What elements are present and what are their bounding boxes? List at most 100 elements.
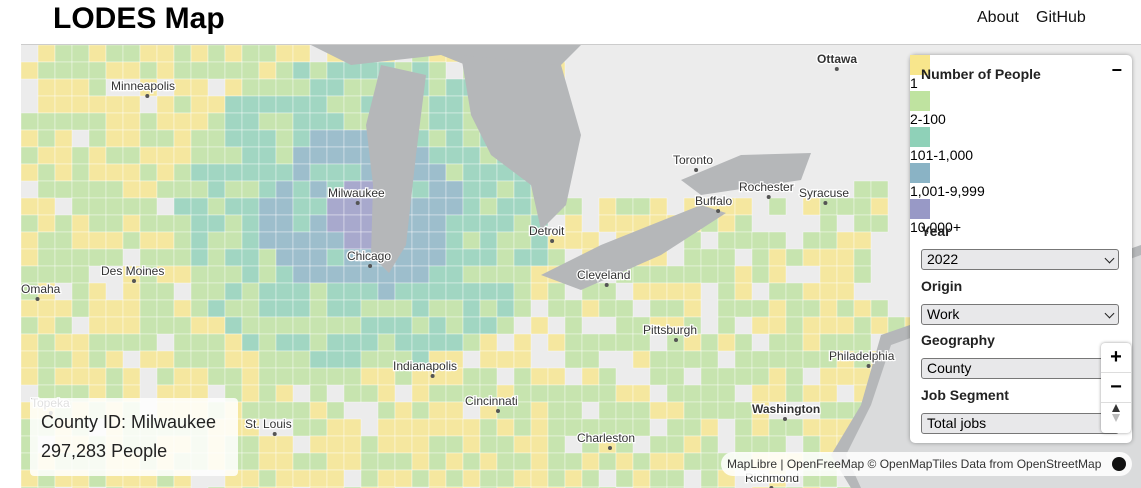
region-cell xyxy=(156,146,175,165)
region-cell xyxy=(717,299,736,318)
region-cell xyxy=(683,299,702,318)
region-cell xyxy=(343,350,362,369)
select[interactable]: Work xyxy=(921,303,1119,325)
select[interactable]: 2022 xyxy=(921,249,1119,270)
city-dot xyxy=(368,264,373,268)
region-cell xyxy=(275,333,294,352)
region-cell xyxy=(309,469,328,488)
region-cell xyxy=(156,367,175,386)
region-cell xyxy=(21,163,39,182)
region-cell xyxy=(819,197,838,216)
region-cell xyxy=(411,452,430,471)
region-cell xyxy=(666,469,685,488)
region-cell xyxy=(88,112,107,131)
region-cell xyxy=(496,231,515,250)
region-cell xyxy=(326,401,345,420)
region-cell xyxy=(428,129,447,148)
region-cell xyxy=(530,469,549,488)
region-cell xyxy=(445,231,464,250)
region-cell xyxy=(802,231,821,250)
region-cell xyxy=(224,299,243,318)
region-cell xyxy=(717,367,736,386)
region-cell xyxy=(190,282,209,301)
collapse-button[interactable]: − xyxy=(1111,60,1122,80)
region-cell xyxy=(819,299,838,318)
nav-link[interactable]: About xyxy=(977,9,1019,26)
region-cell xyxy=(751,350,770,369)
legend-label: 1,001-9,999 xyxy=(910,183,985,199)
city-dot xyxy=(783,417,787,421)
region-cell xyxy=(309,401,328,420)
region-cell xyxy=(224,197,243,216)
region-cell xyxy=(598,197,617,216)
region-cell xyxy=(445,95,464,114)
attribution-part[interactable]: MapLibre xyxy=(727,457,778,471)
region-cell xyxy=(649,367,668,386)
region-cell xyxy=(394,282,413,301)
region-cell xyxy=(241,197,260,216)
region-cell xyxy=(224,316,243,335)
region-cell xyxy=(598,333,617,352)
region-cell xyxy=(632,452,651,471)
region-cell xyxy=(411,265,430,284)
region-cell xyxy=(224,45,243,63)
compass[interactable] xyxy=(1101,403,1131,432)
legend-swatch xyxy=(910,91,930,111)
region-cell xyxy=(377,316,396,335)
region-cell xyxy=(411,299,430,318)
attribution-part[interactable]: © OpenMapTiles xyxy=(867,457,958,471)
region-cell xyxy=(190,333,209,352)
region-cell xyxy=(71,214,90,233)
region-cell xyxy=(547,248,566,267)
region-cell xyxy=(411,316,430,335)
region-cell xyxy=(156,299,175,318)
region-cell xyxy=(54,95,73,114)
region-cell xyxy=(37,163,56,182)
region-cell xyxy=(173,265,192,284)
region-cell xyxy=(224,265,243,284)
region-cell xyxy=(241,163,260,182)
region-cell xyxy=(241,435,260,454)
region-cell xyxy=(54,350,73,369)
region-cell xyxy=(819,367,838,386)
region-cell xyxy=(54,214,73,233)
zoom-in[interactable]: + xyxy=(1101,343,1131,373)
region-cell xyxy=(564,231,583,250)
water xyxy=(541,205,726,290)
region-cell xyxy=(190,180,209,199)
region-cell xyxy=(530,401,549,420)
region-cell xyxy=(292,469,311,488)
region-cell xyxy=(445,265,464,284)
nav-link[interactable]: GitHub xyxy=(1036,9,1086,26)
region-cell xyxy=(479,469,498,488)
region-cell xyxy=(785,418,804,437)
region-cell xyxy=(241,299,260,318)
region-cell xyxy=(71,282,90,301)
region-cell xyxy=(71,95,90,114)
zoom-out[interactable]: − xyxy=(1101,373,1131,403)
info-icon[interactable] xyxy=(1112,457,1126,471)
region-cell xyxy=(785,248,804,267)
region-cell xyxy=(21,214,39,233)
region-cell xyxy=(462,333,481,352)
region-cell xyxy=(343,78,362,97)
region-cell xyxy=(71,248,90,267)
region-cell xyxy=(360,384,379,403)
compass-icon xyxy=(1112,404,1120,422)
region-cell xyxy=(649,350,668,369)
region-cell xyxy=(734,418,753,437)
region-cell xyxy=(275,214,294,233)
region-cell xyxy=(54,333,73,352)
region-cell xyxy=(37,95,56,114)
region-cell xyxy=(343,265,362,284)
region-cell xyxy=(513,452,532,471)
region-cell xyxy=(870,299,889,318)
region-cell xyxy=(343,333,362,352)
select[interactable]: Total jobs xyxy=(921,412,1119,434)
attribution-part[interactable]: OpenFreeMap xyxy=(786,457,865,471)
select[interactable]: County xyxy=(921,358,1119,379)
region-cell xyxy=(428,282,447,301)
region-cell xyxy=(139,45,158,63)
attribution-part[interactable]: OpenStreetMap xyxy=(1016,457,1102,471)
region-cell xyxy=(309,299,328,318)
